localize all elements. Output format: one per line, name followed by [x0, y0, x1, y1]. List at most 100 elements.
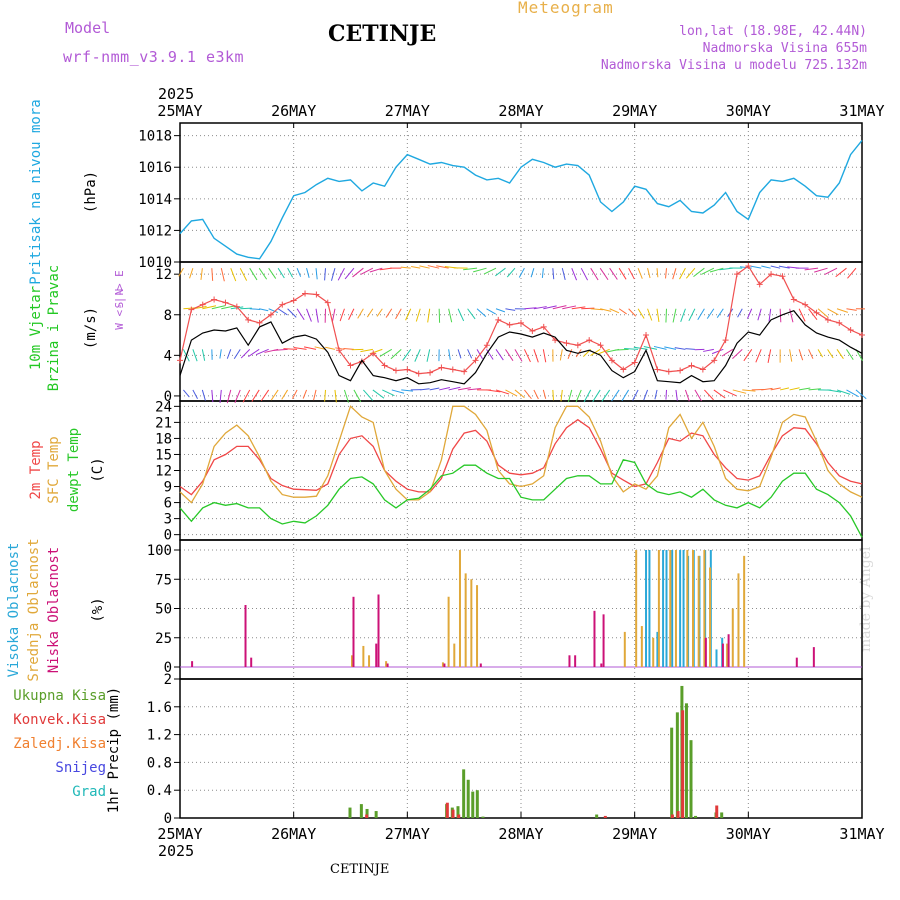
wind-arrow — [201, 349, 206, 361]
convective-precip-bar — [676, 811, 680, 818]
wind-arrow — [234, 389, 241, 404]
wind-gust-marker — [768, 271, 775, 278]
wind-arrow — [483, 267, 497, 275]
wind-arrow — [457, 308, 465, 322]
wind-arrow — [211, 268, 214, 281]
wind-arrow — [427, 308, 431, 323]
date-label-bottom: 26MAY — [271, 825, 316, 843]
wind-arrow — [672, 268, 677, 280]
model-label: Model — [65, 19, 111, 37]
wind-arrow — [780, 387, 790, 391]
wind-arrow — [448, 308, 453, 323]
wind-arrow — [846, 308, 857, 311]
wind-arrow — [656, 308, 660, 322]
y-tick-label: 0.4 — [147, 783, 172, 799]
wind-arrow — [268, 267, 277, 279]
pressure-ylabel: Pritisak na nivou mora — [28, 99, 44, 284]
y-tick-label: 25 — [155, 631, 172, 647]
convective-precip-bar — [365, 814, 369, 818]
wind-gust-marker — [608, 357, 615, 364]
wind-arrow — [353, 389, 362, 403]
wind-arrow — [704, 389, 714, 401]
wind-arrow — [287, 308, 297, 318]
wind-gust-marker — [529, 327, 536, 334]
wind-arrow — [665, 268, 667, 279]
total-precip-bar — [720, 812, 724, 818]
wind-arrow — [458, 387, 471, 391]
wind-arrow — [789, 387, 800, 391]
y-tick-label: 3 — [164, 512, 172, 528]
wind-arrow — [533, 306, 547, 310]
wind-arrow — [260, 389, 270, 402]
wind-arrow — [624, 347, 639, 350]
wind-gust-marker — [381, 362, 388, 369]
wind-arrow — [344, 267, 355, 280]
wind-gust-marker — [688, 362, 695, 369]
wind-arrow — [439, 386, 451, 391]
wind-arrow — [628, 267, 635, 280]
compass-west-east: W <-|-> E — [113, 270, 126, 330]
wind-arrow — [721, 348, 734, 357]
y-tick-label: 6 — [164, 496, 172, 512]
wind-arrow — [541, 268, 544, 278]
wind-gust-marker — [177, 357, 183, 364]
wind-arrow — [324, 268, 326, 281]
wind-arrow — [599, 267, 609, 281]
y-tick-label: 12 — [155, 464, 172, 480]
wind-arrow — [643, 389, 649, 401]
wind-gust-marker — [813, 309, 820, 316]
wind-ylabel: 10m Vjetar — [28, 286, 44, 370]
wind-arrow — [592, 389, 601, 402]
date-label-bottom: 29MAY — [612, 825, 657, 843]
y-tick-label: 15 — [155, 447, 172, 463]
wind-gust-marker — [302, 290, 309, 297]
wind-arrow — [239, 267, 248, 281]
convective-precip-bar — [445, 802, 449, 818]
wind-arrow — [778, 265, 790, 269]
total-precip-bar — [684, 703, 688, 818]
y-tick-label: 12 — [155, 267, 172, 283]
wind-arrow — [836, 308, 849, 313]
wind-arrow — [313, 389, 317, 401]
wind-arrow — [716, 308, 724, 318]
wind-arrow — [697, 308, 705, 320]
year-top: 2025 — [158, 85, 194, 103]
wind-arrow — [233, 349, 241, 360]
y-tick-label: 0 — [164, 389, 172, 405]
wind-arrow — [656, 268, 659, 278]
wind-arrow — [325, 346, 336, 350]
wind-speed-line — [179, 309, 863, 385]
wind-arrow — [542, 389, 547, 399]
wind-arrow — [542, 349, 547, 363]
wind-arrow — [590, 267, 599, 281]
wind-gust-marker — [824, 316, 831, 323]
wind-arrow — [314, 346, 326, 350]
wind-arrow — [357, 308, 364, 319]
wind-arrow — [303, 346, 317, 350]
wind-arrow — [385, 308, 393, 318]
y-tick-label: 21 — [155, 415, 172, 431]
wind-arrow — [518, 267, 525, 278]
wind-arrow — [560, 389, 563, 402]
wind-gust-marker — [540, 323, 547, 330]
wind-arrow — [249, 267, 258, 281]
wind-arrow — [757, 308, 762, 321]
wind-arrow — [273, 348, 288, 351]
wind-arrow — [334, 389, 337, 403]
pressure-line — [179, 139, 863, 260]
y-tick-label: 75 — [155, 572, 172, 588]
y-tick-label: 2 — [164, 672, 172, 688]
wind-arrow — [505, 349, 514, 361]
wind-arrow — [732, 389, 747, 394]
wind-arrow — [611, 389, 620, 402]
wind-arrow — [226, 389, 232, 404]
wind-arrow — [360, 267, 374, 275]
wind-arrow — [495, 349, 504, 361]
wind-arrow — [768, 308, 772, 322]
cloud-high-label: Visoka Oblacnost — [6, 543, 22, 678]
total-precip-bar — [595, 814, 599, 818]
wind-arrow — [420, 388, 430, 391]
y-tick-label: 1012 — [138, 223, 172, 239]
wind-arrow — [242, 389, 251, 403]
wind-arrow — [552, 268, 555, 280]
